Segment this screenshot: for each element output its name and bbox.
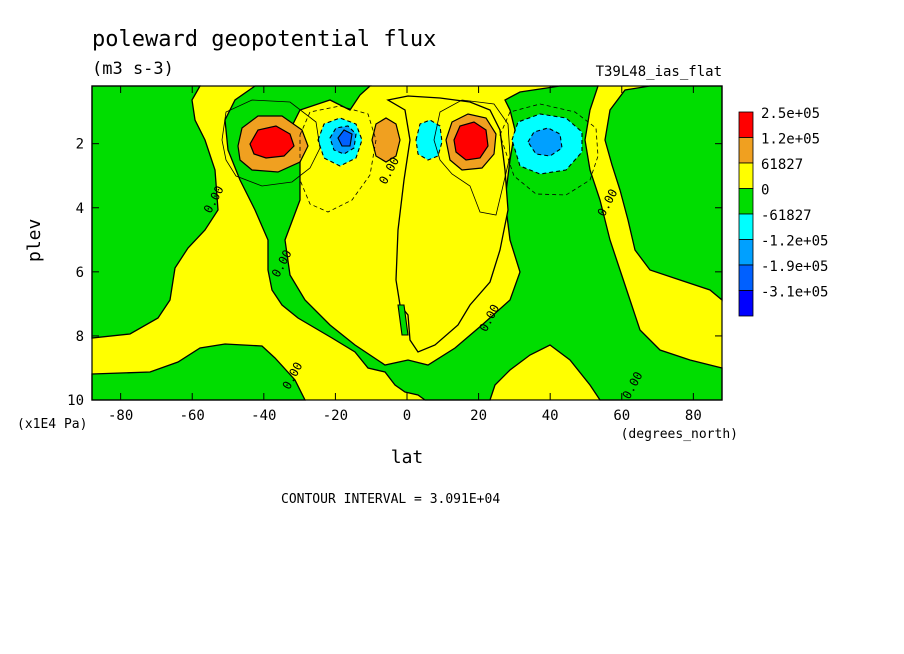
x-tick-label-0: -80 [108, 408, 133, 424]
legend-label-1: 1.2e+05 [761, 132, 820, 148]
field-red-core-2 [453, 121, 489, 161]
run-label: T39L48_ias_flat [596, 64, 722, 80]
x-axis-label: lat [391, 447, 424, 468]
legend-label-3: 0 [761, 183, 769, 199]
chart-title: poleward geopotential flux [92, 27, 436, 52]
chart-units: (m3 s-3) [92, 59, 174, 79]
y-axis-units: (x1E4 Pa) [17, 417, 87, 432]
plot-area [91, 85, 723, 401]
x-tick-label-7: 60 [613, 408, 630, 424]
x-tick-label-8: 80 [685, 408, 702, 424]
legend-swatch-2 [738, 162, 754, 189]
field-cyan-lobe-2 [415, 119, 443, 161]
legend-swatch-5 [738, 239, 754, 266]
contour-line-3 [299, 105, 377, 213]
field-green-center-spike [397, 304, 409, 336]
legend-swatch-7 [738, 290, 754, 317]
y-axis-label: plev [24, 219, 45, 262]
contour-interval-note: CONTOUR INTERVAL = 3.091E+04 [281, 492, 500, 507]
x-axis: -80 -60 -40 -20 0 20 40 60 80 [108, 86, 702, 424]
legend-label-0: 2.5e+05 [761, 106, 820, 122]
y-tick-label-4: 10 [67, 393, 84, 409]
y-tick-label-1: 4 [76, 201, 84, 217]
x-tick-label-3: -20 [323, 408, 348, 424]
field-deep-blue-core-1 [337, 129, 353, 147]
x-tick-label-1: -60 [180, 408, 205, 424]
x-tick-label-5: 20 [470, 408, 487, 424]
y-tick-label-3: 8 [76, 329, 84, 345]
legend-swatch-6 [738, 264, 754, 291]
field-orange-lobe-2 [371, 117, 401, 163]
contour-line-2 [433, 99, 511, 216]
contour-line-4 [499, 103, 599, 196]
field-blue-core-3 [527, 127, 563, 157]
legend-swatch-1 [738, 137, 754, 164]
legend-label-5: -1.2e+05 [761, 234, 828, 250]
legend-swatch-3 [738, 188, 754, 215]
y-axis: 2 4 6 8 10 [67, 137, 722, 409]
field-green-left [91, 85, 219, 339]
x-tick-label-2: -40 [251, 408, 276, 424]
contour-line-1 [221, 99, 321, 187]
legend-label-7: -3.1e+05 [761, 285, 828, 301]
legend-label-4: -61827 [761, 208, 812, 224]
x-tick-label-4: 0 [403, 408, 411, 424]
field-red-core-1 [249, 125, 295, 159]
field-green-right [604, 85, 723, 302]
field-green-center [224, 85, 723, 401]
y-tick-label-0: 2 [76, 137, 84, 153]
x-tick-label-6: 40 [542, 408, 559, 424]
contour-lines [221, 99, 599, 216]
legend-swatch-0 [738, 111, 754, 138]
color-legend: 2.5e+05 1.2e+05 61827 0 -61827 -1.2e+05 -1.9e+… [738, 106, 828, 317]
y-tick-label-2: 6 [76, 265, 84, 281]
legend-label-6: -1.9e+05 [761, 259, 828, 275]
legend-label-2: 61827 [761, 157, 803, 173]
x-axis-units: (degrees_north) [621, 427, 738, 442]
legend-swatch-4 [738, 213, 754, 240]
